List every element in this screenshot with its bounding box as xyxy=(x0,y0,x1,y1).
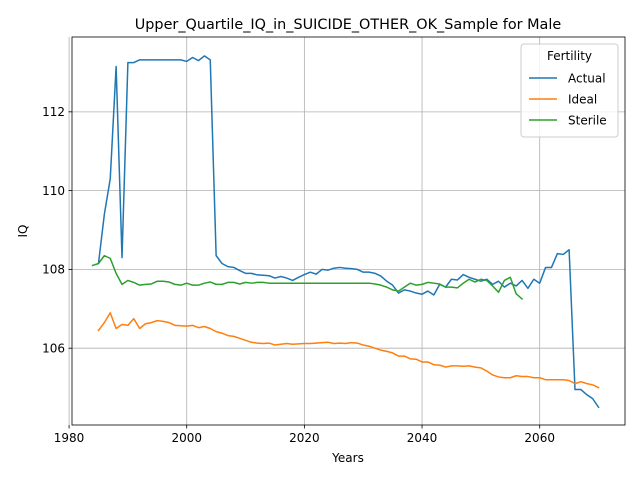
y-axis-label: IQ xyxy=(16,225,30,238)
chart-title: Upper_Quartile_IQ_in_SUICIDE_OTHER_OK_Sa… xyxy=(135,17,562,33)
y-tick-label: 112 xyxy=(42,105,65,119)
series-line-actual xyxy=(97,55,600,409)
series-group xyxy=(91,55,600,409)
legend-box xyxy=(520,43,619,138)
legend-label-sterile: Sterile xyxy=(568,113,607,127)
x-tick-label: 2060 xyxy=(524,431,555,445)
y-tick-label: 106 xyxy=(42,341,65,355)
x-tick-label: 2020 xyxy=(289,431,320,445)
x-axis-label: Years xyxy=(331,451,364,465)
legend: Fertility Actual Ideal Sterile xyxy=(520,43,619,138)
series-line-ideal xyxy=(97,311,600,389)
y-tick-label: 108 xyxy=(42,263,65,277)
grid xyxy=(68,37,625,425)
legend-title: Fertility xyxy=(547,49,592,63)
x-axis: 1980 2000 2020 2040 2060 xyxy=(54,425,555,445)
series-line-sterile xyxy=(91,254,524,301)
x-tick-label: 2040 xyxy=(407,431,438,445)
x-tick-label: 2000 xyxy=(171,431,202,445)
legend-label-ideal: Ideal xyxy=(568,92,597,106)
legend-label-actual: Actual xyxy=(568,71,606,85)
plot-frame xyxy=(71,36,626,426)
y-axis: 106 108 110 112 xyxy=(42,105,72,355)
y-tick-label: 110 xyxy=(42,184,65,198)
x-tick-label: 1980 xyxy=(54,431,85,445)
